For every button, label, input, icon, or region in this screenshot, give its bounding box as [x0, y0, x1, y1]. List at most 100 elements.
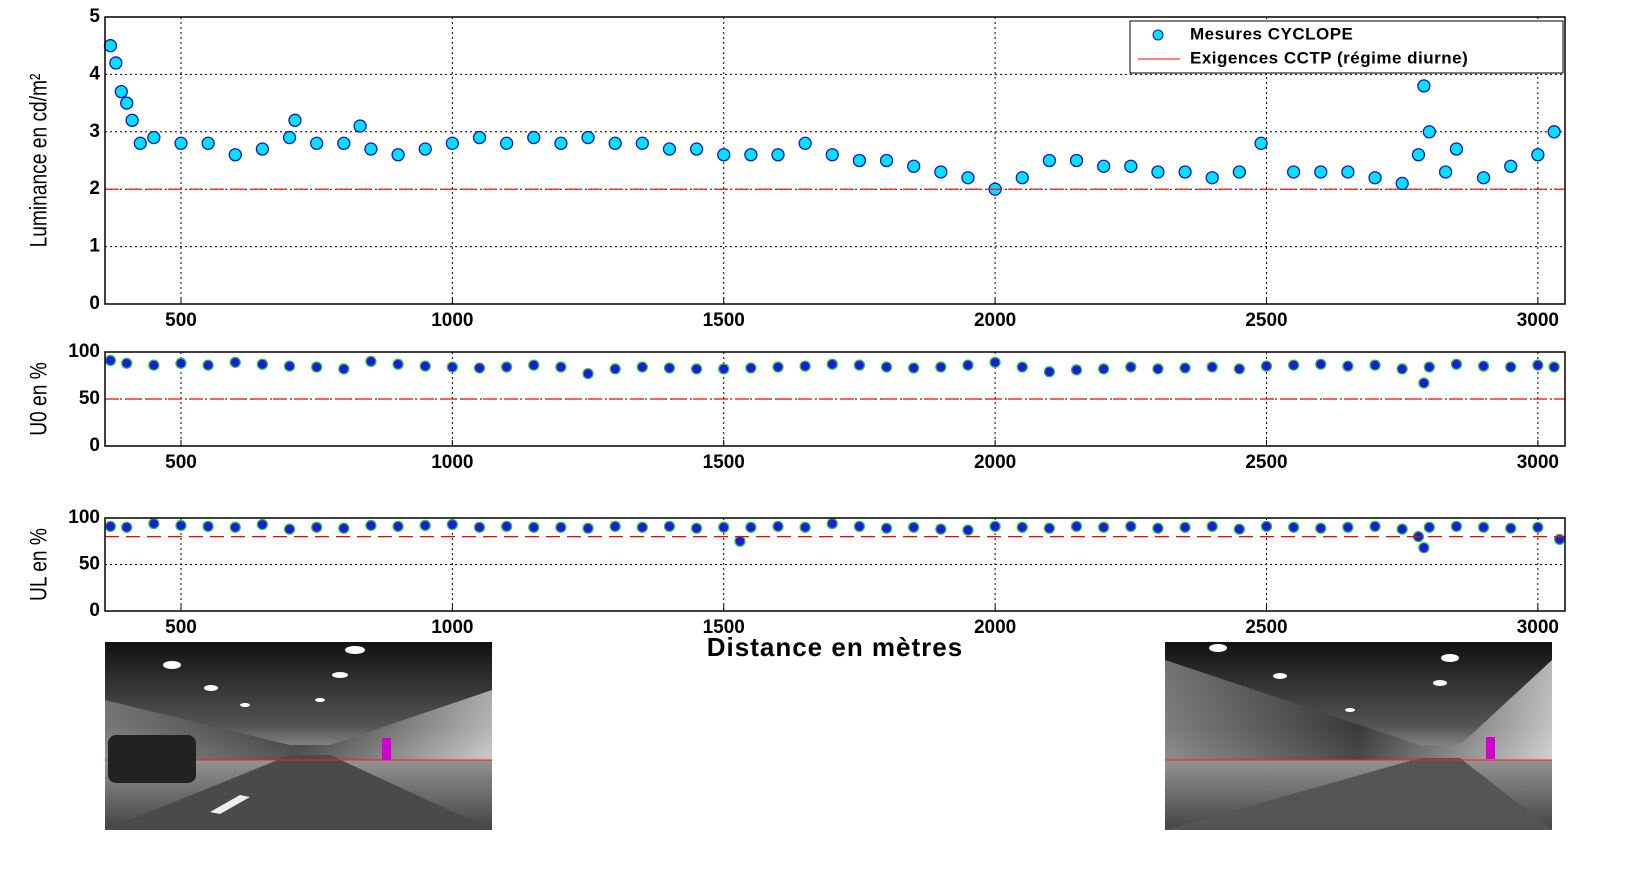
x-tick-label: 500 — [165, 617, 197, 638]
data-point — [202, 520, 214, 533]
data-point — [310, 136, 324, 150]
data-point — [527, 130, 541, 145]
data-point — [175, 519, 187, 532]
y-tick-label: 2 — [89, 178, 100, 199]
data-point — [1070, 520, 1083, 533]
data-point — [148, 517, 160, 530]
data-point — [114, 84, 128, 99]
data-point — [283, 523, 296, 535]
data-point — [311, 521, 323, 533]
data-point — [392, 358, 404, 370]
data-point — [1418, 377, 1430, 389]
data-point — [799, 360, 811, 372]
data-point — [1477, 360, 1490, 372]
data-point — [935, 523, 947, 535]
data-point — [717, 148, 731, 162]
data-point — [353, 119, 367, 133]
data-point — [1206, 361, 1218, 373]
data-point — [288, 113, 302, 127]
data-point — [663, 520, 676, 533]
data-point — [962, 359, 974, 371]
data-point — [772, 361, 784, 373]
data-point — [636, 521, 648, 533]
x-tick-label: 500 — [165, 452, 197, 473]
data-point — [1450, 520, 1463, 533]
data-point — [608, 136, 622, 150]
data-point — [1547, 125, 1561, 139]
data-point — [1315, 522, 1327, 534]
data-point — [1449, 142, 1464, 156]
chart-panel: 500 1000 1500 2000 2500 3000 0 50 100 UL en % Dist… — [24, 507, 1566, 662]
data-point — [961, 171, 975, 185]
data-point — [147, 130, 161, 145]
data-point — [1098, 521, 1110, 533]
data-point — [1476, 171, 1491, 185]
data-point — [1016, 521, 1028, 533]
data-point — [1315, 358, 1327, 370]
y-tick-label: 1 — [89, 236, 100, 257]
data-point — [581, 130, 595, 145]
data-point — [1042, 153, 1057, 168]
data-point — [338, 522, 350, 534]
data-point — [1532, 521, 1544, 533]
data-point — [663, 362, 676, 374]
data-point — [1254, 136, 1268, 150]
data-point — [446, 518, 459, 531]
data-point — [1417, 79, 1431, 93]
data-point — [528, 521, 540, 533]
data-point — [1152, 363, 1164, 375]
data-point — [772, 520, 784, 533]
data-point — [109, 56, 123, 70]
camera-image-right — [1165, 642, 1552, 830]
x-tick-label: 1500 — [703, 617, 745, 638]
data-point — [120, 96, 134, 110]
data-point — [1531, 148, 1545, 162]
data-point — [1396, 523, 1408, 535]
data-point — [1532, 359, 1544, 371]
data-point — [1287, 359, 1300, 371]
x-tick-label: 1000 — [431, 452, 473, 473]
data-point — [852, 153, 867, 168]
x-tick-label: 3000 — [1517, 617, 1559, 638]
y-tick-label: 3 — [89, 121, 100, 142]
chart-panel: 500 1000 1500 2000 2500 3000 0 50 100 U0 en % — [24, 341, 1566, 473]
data-point — [473, 521, 486, 533]
data-point — [1069, 153, 1084, 168]
data-point — [825, 148, 839, 162]
data-point — [771, 148, 785, 162]
data-point — [734, 535, 746, 547]
x-tick-label: 2500 — [1245, 617, 1287, 638]
data-point — [1151, 165, 1165, 179]
x-tick-label: 2500 — [1245, 452, 1287, 473]
x-tick-label: 500 — [165, 310, 197, 331]
data-point — [880, 361, 893, 373]
legend-label: Exigences CCTP (régime diurne) — [1190, 48, 1468, 67]
data-point — [1178, 165, 1192, 179]
data-point — [989, 520, 1001, 533]
data-point — [690, 363, 703, 375]
data-point — [1016, 361, 1028, 373]
data-point — [392, 520, 404, 533]
x-tick-label: 1500 — [703, 452, 745, 473]
data-point — [1205, 171, 1219, 185]
data-point — [1369, 520, 1381, 533]
x-tick-label: 2000 — [974, 310, 1016, 331]
data-point — [228, 148, 242, 162]
data-point — [1505, 361, 1517, 373]
data-point — [690, 522, 703, 534]
data-point — [1152, 522, 1164, 534]
data-point — [418, 142, 432, 156]
data-point — [1504, 159, 1518, 173]
data-point — [1015, 171, 1029, 185]
data-point — [935, 361, 947, 373]
data-point — [473, 362, 486, 374]
data-point — [1098, 363, 1110, 375]
data-point — [337, 136, 351, 150]
data-point — [148, 359, 160, 371]
data-point — [419, 360, 431, 372]
y-tick-label: 50 — [79, 554, 100, 575]
data-point — [202, 359, 214, 371]
data-point — [636, 361, 648, 373]
y-tick-label: 4 — [89, 63, 100, 84]
data-point — [282, 130, 297, 145]
